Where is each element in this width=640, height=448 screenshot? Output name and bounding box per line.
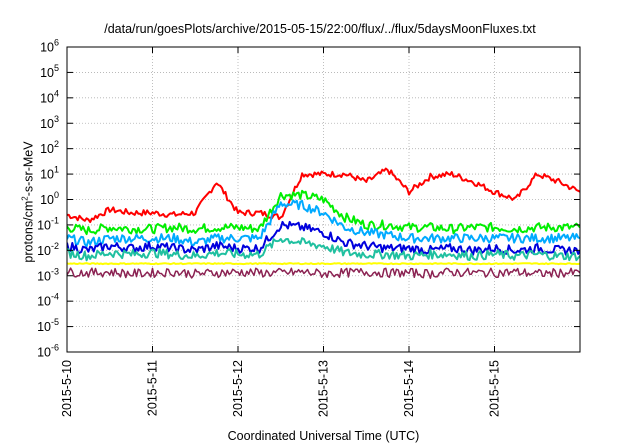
y-tick-label: 10-3 — [37, 266, 59, 283]
series-line-4 — [67, 220, 580, 256]
x-tick-label: 2015-5-15 — [488, 360, 502, 417]
y-tick-label: 106 — [40, 38, 59, 55]
x-tick-label: 2015-5-11 — [146, 360, 160, 416]
x-axis-label: Coordinated Universal Time (UTC) — [227, 429, 420, 443]
y-tick-label: 103 — [40, 114, 59, 131]
y-tick-label: 10-2 — [37, 241, 59, 258]
x-tick-label: 2015-5-10 — [60, 360, 74, 417]
y-tick-label: 100 — [40, 190, 59, 207]
series-line-5 — [67, 237, 580, 262]
series-line-3 — [67, 199, 580, 248]
series-line-2 — [67, 189, 580, 236]
x-tick-label: 2015-5-12 — [231, 360, 245, 417]
y-tick-label: 104 — [40, 88, 59, 105]
series-line-1 — [67, 167, 580, 224]
series-line-7 — [67, 267, 580, 279]
y-tick-label: 10-6 — [37, 343, 59, 360]
series-line-6 — [67, 262, 580, 266]
y-tick-label: 102 — [40, 139, 59, 156]
y-ticks: 106 105 104 103 102 101 100 10-1 10-2 10-3 10-4 10-… — [37, 38, 580, 360]
x-ticks: 2015-5-10 2015-5-11 2015-5-12 2015-5-13 2015… — [60, 47, 502, 417]
y-tick-label: 101 — [40, 165, 59, 182]
x-tick-label: 2015-5-13 — [317, 360, 331, 417]
y-tick-label: 105 — [40, 63, 59, 80]
y-tick-label: 10-4 — [37, 292, 59, 309]
x-tick-label: 2015-5-14 — [402, 360, 416, 417]
chart-title: /data/run/goesPlots/archive/2015-05-15/2… — [104, 22, 536, 36]
series-group — [67, 167, 580, 279]
y-tick-label: 10-1 — [37, 215, 59, 232]
y-tick-label: 10-5 — [37, 317, 59, 334]
